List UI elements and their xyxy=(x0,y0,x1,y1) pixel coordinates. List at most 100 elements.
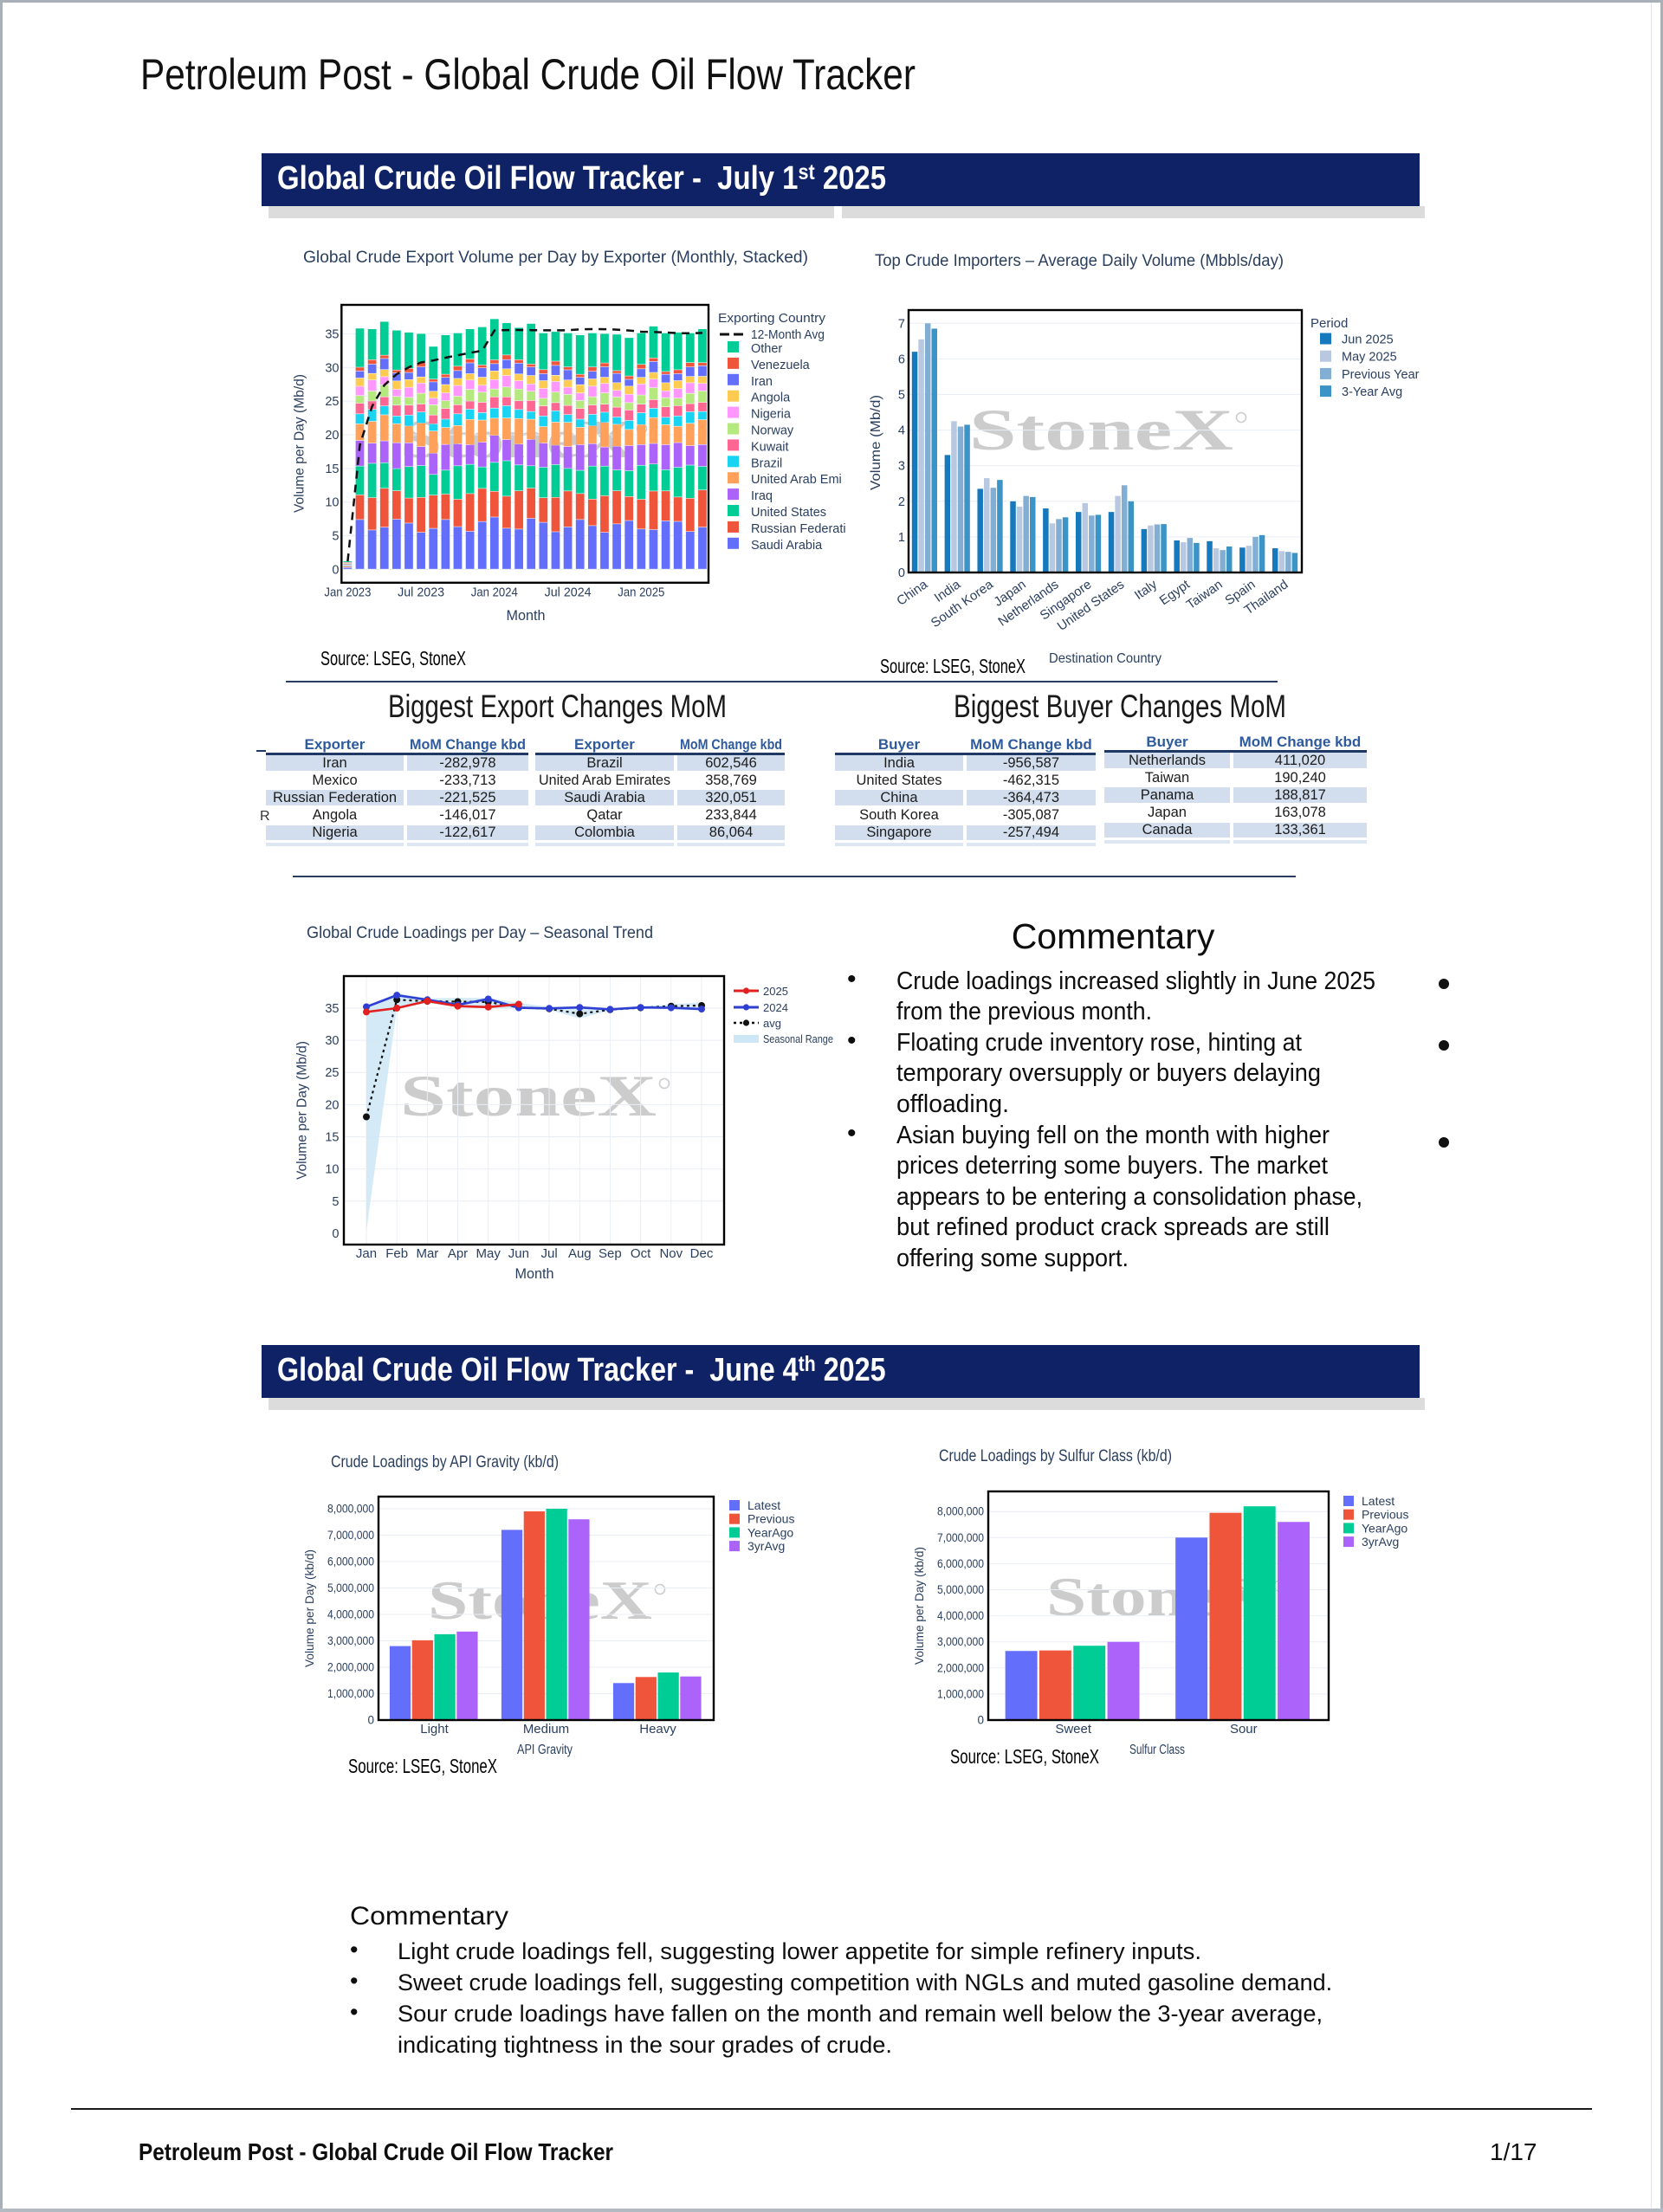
svg-text:Volume per Day (kb/d): Volume per Day (kb/d) xyxy=(302,1549,316,1667)
svg-text:2,000,000: 2,000,000 xyxy=(937,1661,984,1674)
svg-text:Italy: Italy xyxy=(1132,577,1161,603)
svg-text:Month: Month xyxy=(507,608,546,624)
svg-text:YearAgo: YearAgo xyxy=(1362,1521,1407,1535)
svg-text:2024: 2024 xyxy=(763,1001,788,1014)
svg-text:Seasonal Range: Seasonal Range xyxy=(763,1032,833,1045)
svg-text:0: 0 xyxy=(898,566,905,580)
svg-text:2025: 2025 xyxy=(763,985,788,998)
svg-text:Sour: Sour xyxy=(1230,1722,1258,1737)
svg-text:Jun: Jun xyxy=(508,1246,529,1261)
svg-text:5,000,000: 5,000,000 xyxy=(937,1583,984,1596)
svg-text:25: 25 xyxy=(325,1066,339,1080)
svg-text:0: 0 xyxy=(977,1714,984,1727)
svg-text:20: 20 xyxy=(325,1098,339,1112)
svg-text:Jul: Jul xyxy=(541,1246,558,1261)
svg-text:4,000,000: 4,000,000 xyxy=(327,1608,374,1621)
svg-text:Sulfur Class: Sulfur Class xyxy=(1129,1743,1185,1757)
svg-text:May 2025: May 2025 xyxy=(1342,351,1397,365)
svg-text:1,000,000: 1,000,000 xyxy=(327,1687,374,1700)
svg-text:Previous: Previous xyxy=(1362,1508,1408,1522)
svg-text:Norway: Norway xyxy=(751,424,794,438)
svg-text:3: 3 xyxy=(898,460,905,474)
svg-text:20: 20 xyxy=(325,429,339,443)
svg-text:0: 0 xyxy=(367,1714,374,1727)
svg-text:3-Year Avg: 3-Year Avg xyxy=(1342,385,1402,399)
svg-text:25: 25 xyxy=(325,395,339,409)
svg-text:4,000,000: 4,000,000 xyxy=(937,1609,984,1622)
svg-text:1: 1 xyxy=(898,531,905,545)
svg-text:Jun 2025: Jun 2025 xyxy=(1342,333,1394,347)
svg-text:Russian Federati: Russian Federati xyxy=(751,522,846,536)
svg-text:3yrAvg: 3yrAvg xyxy=(747,1539,785,1553)
svg-text:6,000,000: 6,000,000 xyxy=(937,1557,984,1570)
svg-text:Latest: Latest xyxy=(1362,1494,1394,1508)
svg-text:Jul 2024: Jul 2024 xyxy=(545,585,592,600)
svg-text:30: 30 xyxy=(325,361,339,375)
svg-text:Feb: Feb xyxy=(385,1246,408,1261)
svg-text:Global Crude Loadings per Day: Global Crude Loadings per Day – Seasonal… xyxy=(307,924,653,942)
svg-text:Medium: Medium xyxy=(523,1722,569,1737)
svg-text:15: 15 xyxy=(325,462,339,476)
svg-text:5: 5 xyxy=(332,1195,339,1209)
svg-text:Volume (Mb/d): Volume (Mb/d) xyxy=(869,395,883,490)
svg-text:Taiwan: Taiwan xyxy=(1184,577,1226,612)
svg-text:Angola: Angola xyxy=(751,391,791,405)
svg-text:Aug: Aug xyxy=(568,1246,592,1261)
svg-text:15: 15 xyxy=(325,1131,339,1145)
svg-text:Exporting Country: Exporting Country xyxy=(718,311,826,326)
svg-text:12-Month Avg: 12-Month Avg xyxy=(751,328,825,342)
svg-text:7,000,000: 7,000,000 xyxy=(937,1531,984,1544)
svg-text:6,000,000: 6,000,000 xyxy=(327,1556,374,1568)
svg-text:Volume per Day (kb/d): Volume per Day (kb/d) xyxy=(912,1547,926,1665)
svg-text:Global Crude Export Volume per: Global Crude Export Volume per Day by Ex… xyxy=(303,249,808,267)
svg-text:Previous Year: Previous Year xyxy=(1342,368,1420,382)
svg-text:Mar: Mar xyxy=(416,1246,438,1261)
svg-text:3,000,000: 3,000,000 xyxy=(327,1634,374,1647)
svg-text:Nov: Nov xyxy=(659,1246,683,1261)
svg-text:Oct: Oct xyxy=(631,1246,651,1261)
svg-text:2: 2 xyxy=(898,495,905,509)
svg-text:Crude Loadings by API Gravity: Crude Loadings by API Gravity (kb/d) xyxy=(331,1453,559,1471)
svg-text:Iraq: Iraq xyxy=(751,489,773,503)
svg-text:30: 30 xyxy=(325,1034,339,1048)
svg-text:Other: Other xyxy=(751,342,782,356)
svg-text:Apr: Apr xyxy=(448,1246,468,1261)
svg-text:Destination Country: Destination Country xyxy=(1049,651,1162,666)
svg-text:5,000,000: 5,000,000 xyxy=(327,1581,374,1594)
svg-text:0: 0 xyxy=(332,563,339,577)
svg-text:1,000,000: 1,000,000 xyxy=(937,1687,984,1700)
svg-text:Jul 2023: Jul 2023 xyxy=(398,585,444,600)
svg-text:Light: Light xyxy=(420,1722,449,1737)
svg-text:3yrAvg: 3yrAvg xyxy=(1362,1535,1399,1549)
svg-text:China: China xyxy=(894,577,930,609)
svg-text:Latest: Latest xyxy=(747,1498,780,1512)
svg-text:Heavy: Heavy xyxy=(639,1722,676,1737)
svg-text:Kuwait: Kuwait xyxy=(751,440,789,454)
svg-text:Crude Loadings by Sulfur Class: Crude Loadings by Sulfur Class (kb/d) xyxy=(939,1447,1172,1465)
svg-text:Jan 2024: Jan 2024 xyxy=(471,585,518,600)
svg-text:10: 10 xyxy=(325,1163,339,1177)
svg-text:Dec: Dec xyxy=(690,1246,714,1261)
svg-text:API Gravity: API Gravity xyxy=(517,1743,573,1757)
svg-text:7,000,000: 7,000,000 xyxy=(327,1529,374,1542)
svg-text:Month: Month xyxy=(515,1266,554,1282)
svg-text:Nigeria: Nigeria xyxy=(751,408,792,422)
svg-text:Jan 2023: Jan 2023 xyxy=(324,585,371,600)
svg-text:8,000,000: 8,000,000 xyxy=(327,1503,374,1516)
svg-text:avg: avg xyxy=(763,1017,781,1030)
svg-text:10: 10 xyxy=(325,496,339,510)
svg-text:5: 5 xyxy=(898,389,905,403)
svg-text:0: 0 xyxy=(332,1227,339,1241)
svg-text:3,000,000: 3,000,000 xyxy=(937,1635,984,1648)
svg-text:Jan: Jan xyxy=(356,1246,377,1261)
svg-text:United Arab Emi: United Arab Emi xyxy=(751,473,842,487)
svg-text:United States: United States xyxy=(751,506,826,520)
svg-text:Period: Period xyxy=(1310,316,1348,331)
svg-text:Sep: Sep xyxy=(599,1246,622,1261)
svg-text:Jan 2025: Jan 2025 xyxy=(618,585,664,600)
svg-text:May: May xyxy=(476,1246,501,1261)
svg-text:Top Crude Importers – Average: Top Crude Importers – Average Daily Volu… xyxy=(875,252,1284,270)
svg-text:Saudi Arabia: Saudi Arabia xyxy=(751,539,823,553)
svg-text:Sweet: Sweet xyxy=(1055,1722,1092,1737)
svg-text:4: 4 xyxy=(898,424,905,438)
